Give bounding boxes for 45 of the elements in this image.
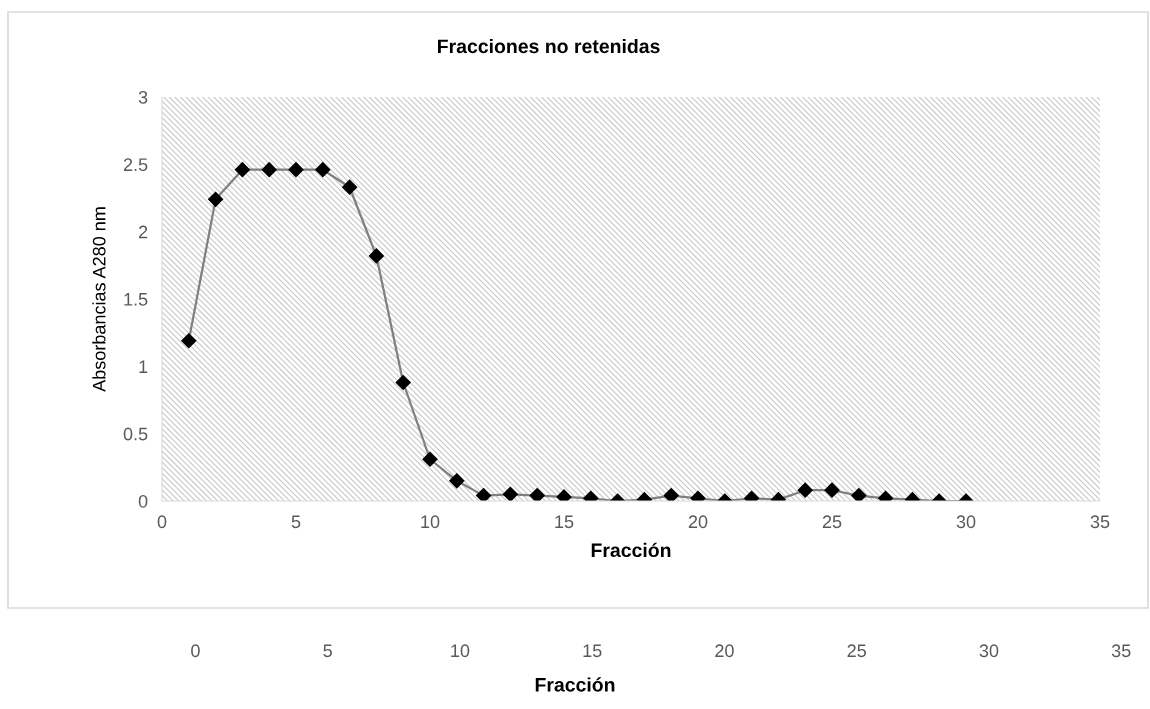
point — [663, 488, 679, 501]
point — [288, 162, 304, 178]
x2-tick-label: 10 — [451, 644, 470, 658]
x2-tick-label: 15 — [583, 644, 602, 658]
point — [476, 488, 492, 501]
point — [502, 486, 518, 501]
point — [315, 162, 331, 178]
x-tick-label: 15 — [555, 515, 574, 529]
point — [342, 179, 358, 195]
x-tick-label: 25 — [822, 515, 842, 529]
x2-tick-label: 30 — [979, 644, 999, 658]
x-tick-label: 10 — [421, 515, 440, 529]
y-tick-label: 3 — [138, 90, 148, 104]
y-axis-title: Absorbancias A280 nm — [92, 207, 106, 392]
x2-axis-title: Fracción — [535, 677, 615, 692]
x-tick-label: 30 — [956, 515, 976, 529]
point — [824, 482, 840, 498]
point — [422, 451, 438, 467]
point — [368, 248, 384, 264]
x2-tick-label: 5 — [323, 644, 332, 658]
point — [395, 374, 411, 391]
point — [529, 488, 545, 501]
point — [556, 489, 572, 501]
x2-tick-label: 20 — [715, 644, 734, 658]
x-tick-label: 5 — [291, 515, 301, 529]
y-tick-label: 2 — [138, 225, 148, 239]
point — [261, 162, 277, 178]
y-tick-label: 2.5 — [123, 158, 148, 172]
point — [234, 162, 250, 178]
x2-tick-label: 25 — [847, 644, 866, 658]
x-tick-label: 0 — [157, 515, 167, 529]
x-tick-label: 20 — [688, 515, 708, 529]
y-tick-label: 0.5 — [123, 427, 148, 441]
y-tick-label: 0 — [138, 494, 148, 508]
y-tick-label: 1.5 — [124, 293, 148, 306]
point — [797, 482, 813, 498]
x-axis-title: Fracción — [591, 542, 671, 558]
chart-title: Fracciones no retenidas — [438, 38, 660, 54]
x2-tick-label: 35 — [1111, 644, 1131, 658]
x2-tick-label: 0 — [191, 644, 200, 658]
point — [851, 488, 867, 501]
x-tick-label: 35 — [1090, 515, 1110, 529]
point — [208, 191, 224, 207]
y-tick-label: 1 — [139, 360, 148, 373]
point — [181, 333, 197, 349]
